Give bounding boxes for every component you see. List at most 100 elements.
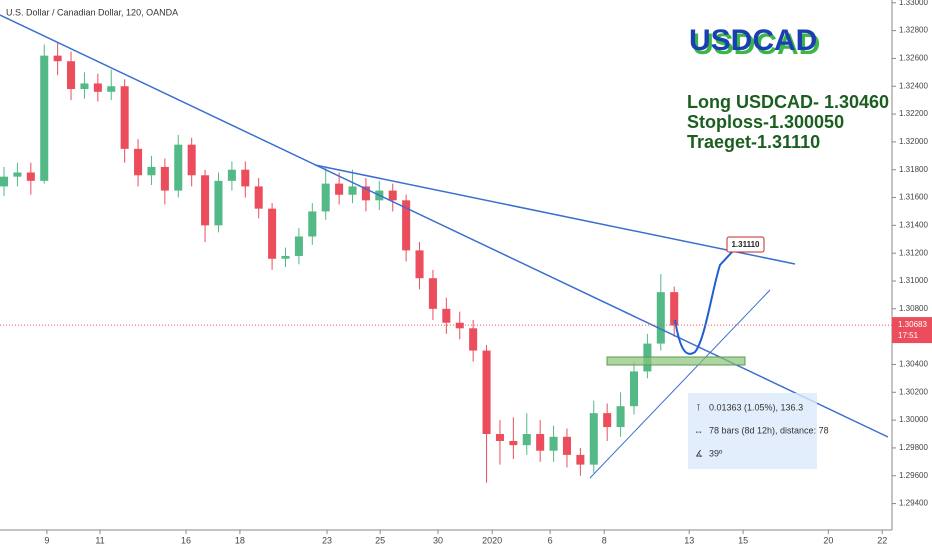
x-tick-label: 8 xyxy=(602,535,607,545)
measure-box xyxy=(688,393,817,469)
stoploss-note: Stoploss-1.300050 xyxy=(687,112,844,132)
y-tick-label: 1.32600 xyxy=(899,54,928,63)
candle-body xyxy=(93,83,102,92)
x-tick-label: 30 xyxy=(433,535,443,545)
candle-body xyxy=(509,440,518,446)
candle-body xyxy=(227,169,236,181)
last-price-tag xyxy=(892,317,932,344)
candle-body xyxy=(160,166,169,191)
candle-body xyxy=(388,190,397,201)
y-tick-label: 1.29800 xyxy=(899,443,928,452)
candle-body xyxy=(522,434,531,446)
y-tick-label: 1.29400 xyxy=(899,499,928,508)
candle-body xyxy=(603,413,612,428)
candle-body xyxy=(495,434,504,441)
y-tick-label: 1.32800 xyxy=(899,26,928,35)
countdown: 17:51 xyxy=(898,331,919,340)
y-tick-label: 1.33000 xyxy=(899,0,928,7)
y-tick-label: 1.30400 xyxy=(899,360,928,369)
y-tick-label: 1.30800 xyxy=(899,304,928,313)
candle-body xyxy=(670,292,679,326)
trend-line xyxy=(0,14,889,438)
symbol-title: USDCAD xyxy=(689,24,817,57)
candle-body xyxy=(53,55,62,62)
x-tick-label: 16 xyxy=(181,535,191,545)
candle-body xyxy=(26,172,35,181)
candle-body xyxy=(656,292,665,344)
x-tick-label: 23 xyxy=(322,535,332,545)
projection-path xyxy=(674,251,733,355)
y-tick-label: 1.32000 xyxy=(899,137,928,146)
candle-body xyxy=(428,278,437,309)
candle-body xyxy=(629,371,639,407)
y-tick-label: 1.32400 xyxy=(899,81,928,90)
candle-body xyxy=(361,186,370,201)
candle-body xyxy=(562,436,571,455)
candle-body xyxy=(536,434,545,451)
y-tick-label: 1.30000 xyxy=(899,415,928,424)
candle-body xyxy=(308,211,317,237)
candle-body xyxy=(616,406,625,428)
candle-body xyxy=(442,308,451,323)
measure-angle: 39º xyxy=(709,448,723,458)
candle-body xyxy=(201,175,210,226)
trend-line xyxy=(314,164,796,265)
measure-icon: ↔ xyxy=(694,425,703,435)
target-callout xyxy=(726,236,765,253)
candle-body xyxy=(469,328,478,351)
x-tick-label: 18 xyxy=(235,535,245,545)
symbol-shadow: USDCAD xyxy=(692,28,820,61)
x-tick-label: 9 xyxy=(44,535,49,545)
candle-body xyxy=(107,86,116,92)
candle-body xyxy=(576,454,585,465)
x-tick-label: 25 xyxy=(375,535,385,545)
x-tick-label: 6 xyxy=(548,535,553,545)
chart-title: U.S. Dollar / Canadian Dollar, 120, OAND… xyxy=(6,7,178,17)
y-tick-label: 1.31400 xyxy=(899,220,928,229)
x-tick-label: 15 xyxy=(738,535,748,545)
y-tick-label: 1.31600 xyxy=(899,193,928,202)
candle-body xyxy=(0,176,9,187)
candle-body xyxy=(187,144,196,176)
candle-body xyxy=(67,61,76,90)
y-tick-label: 1.31200 xyxy=(899,248,928,257)
x-tick-label: 11 xyxy=(95,535,104,545)
candle-body xyxy=(120,86,129,149)
y-tick-label: 1.32200 xyxy=(899,109,928,118)
candle-body xyxy=(254,186,263,209)
candle-body xyxy=(549,436,558,451)
candle-body xyxy=(134,148,143,176)
candle-body xyxy=(402,200,411,251)
candle-body xyxy=(174,144,183,191)
candle-body xyxy=(147,166,156,176)
candle-body xyxy=(214,180,223,226)
candle-body xyxy=(294,236,303,256)
measure-bars: 78 bars (8d 12h), distance: 78 xyxy=(709,425,829,435)
y-tick-label: 1.31800 xyxy=(899,165,928,174)
candle-body xyxy=(348,186,357,195)
target-note: Traeget-1.31110 xyxy=(687,132,820,152)
measure-icon: ∡ xyxy=(695,448,703,458)
measure-change: 0.01363 (1.05%), 136.3 xyxy=(709,402,803,412)
entry-note: Long USDCAD- 1.30460 xyxy=(687,92,889,112)
candle-body xyxy=(482,350,491,435)
trend-line xyxy=(589,289,771,479)
y-tick-label: 1.30200 xyxy=(899,387,928,396)
candle-body xyxy=(13,172,22,177)
candle-body xyxy=(268,208,277,259)
target-callout-text: 1.31110 xyxy=(731,240,760,249)
y-tick-label: 1.29600 xyxy=(899,471,928,480)
candle-body xyxy=(415,250,424,279)
y-tick-label: 1.31000 xyxy=(899,276,928,285)
candle-body xyxy=(281,255,290,259)
candle-body xyxy=(321,183,330,212)
x-tick-label: 13 xyxy=(684,535,694,545)
x-tick-label: 20 xyxy=(823,535,833,545)
support-zone xyxy=(606,356,746,366)
candle-body xyxy=(589,413,598,465)
candle-body xyxy=(241,169,250,187)
last-price-label: 1.30683 xyxy=(898,320,927,329)
candle-body xyxy=(335,183,344,195)
candle-body xyxy=(40,55,49,181)
